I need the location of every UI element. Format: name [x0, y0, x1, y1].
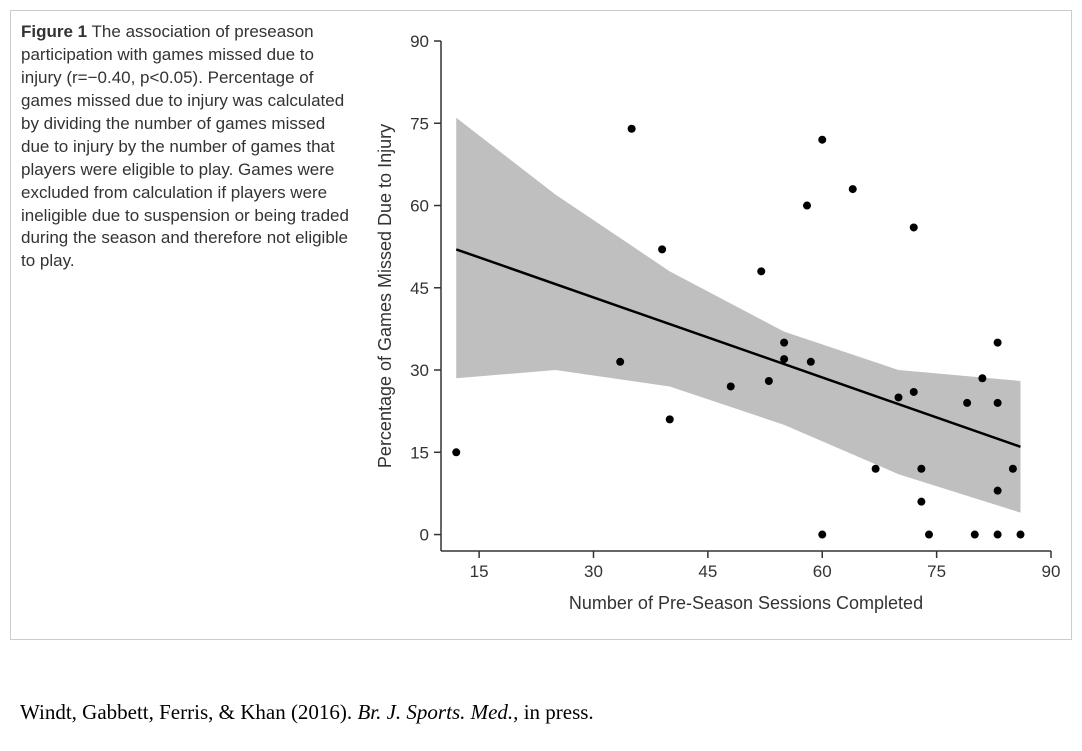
data-point [452, 448, 460, 456]
figure-caption: Figure 1 The association of preseason pa… [21, 21, 351, 273]
y-tick-label: 60 [410, 197, 429, 216]
data-point [666, 415, 674, 423]
data-point [963, 399, 971, 407]
y-tick-label: 30 [410, 361, 429, 380]
data-point [872, 465, 880, 473]
y-axis-label: Percentage of Games Missed Due to Injury [375, 124, 395, 468]
confidence-band [456, 118, 1020, 513]
data-point [628, 125, 636, 133]
data-point [616, 358, 624, 366]
y-tick-label: 15 [410, 443, 429, 462]
data-point [780, 339, 788, 347]
data-point [765, 377, 773, 385]
data-point [803, 202, 811, 210]
data-point [910, 223, 918, 231]
chart-area: 15 30 45 60 75 90 0 15 30 45 60 75 90 Number of Pre-S… [371, 31, 1061, 621]
citation-journal: Br. J. Sports. Med., [357, 700, 518, 724]
data-point [917, 498, 925, 506]
data-point [757, 267, 765, 275]
y-tick-label: 90 [410, 32, 429, 51]
x-axis-label: Number of Pre-Season Sessions Completed [569, 593, 923, 613]
figure-caption-text: The association of preseason participati… [21, 22, 349, 270]
x-tick-label: 45 [698, 562, 717, 581]
data-point [978, 374, 986, 382]
figure-container: Figure 1 The association of preseason pa… [10, 10, 1072, 640]
data-point [780, 355, 788, 363]
data-point [658, 245, 666, 253]
y-tick-label: 0 [420, 526, 429, 545]
data-point [807, 358, 815, 366]
x-tick-label: 90 [1042, 562, 1061, 581]
data-point [1009, 465, 1017, 473]
data-point [910, 388, 918, 396]
x-tick-label: 15 [470, 562, 489, 581]
scatter-chart: 15 30 45 60 75 90 0 15 30 45 60 75 90 Number of Pre-S… [371, 31, 1061, 621]
data-point [994, 339, 1002, 347]
data-point [849, 185, 857, 193]
data-point [994, 399, 1002, 407]
x-tick-label: 60 [813, 562, 832, 581]
x-tick-label: 75 [927, 562, 946, 581]
citation-authors: Windt, Gabbett, Ferris, & Khan (2016). [20, 700, 357, 724]
data-point [994, 487, 1002, 495]
data-point [994, 531, 1002, 539]
data-point [895, 393, 903, 401]
y-tick-label: 75 [410, 114, 429, 133]
citation-suffix: in press. [518, 700, 593, 724]
data-point [818, 136, 826, 144]
x-tick-label: 30 [584, 562, 603, 581]
data-point [971, 531, 979, 539]
data-point [1017, 531, 1025, 539]
citation: Windt, Gabbett, Ferris, & Khan (2016). B… [20, 700, 594, 725]
figure-label: Figure 1 [21, 22, 87, 41]
data-point [925, 531, 933, 539]
y-tick-label: 45 [410, 279, 429, 298]
data-point [818, 531, 826, 539]
data-point [917, 465, 925, 473]
data-point [727, 382, 735, 390]
